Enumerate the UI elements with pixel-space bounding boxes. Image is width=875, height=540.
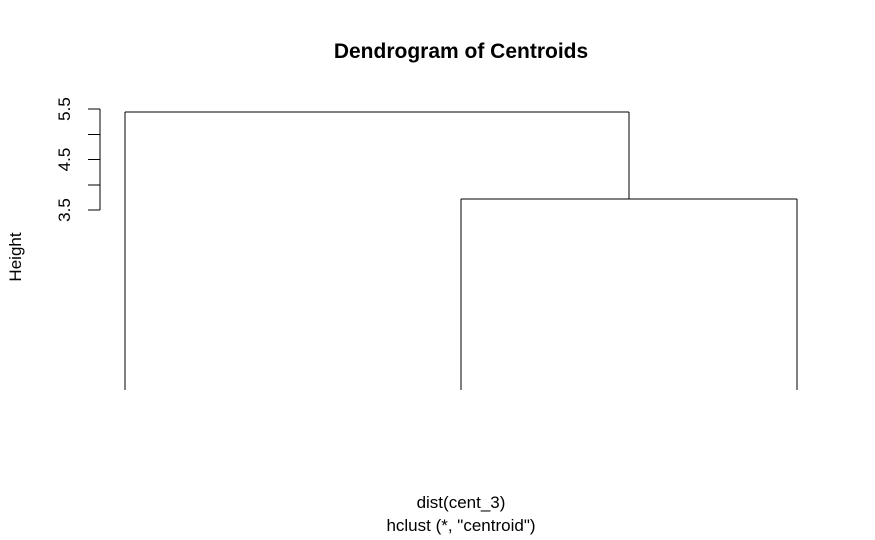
method-sublabel: hclust (*, "centroid") — [386, 516, 535, 535]
y-axis: 3.5 4.5 5.5 — [55, 97, 101, 222]
y-tick-label: 3.5 — [55, 198, 74, 222]
dendrogram-tree — [124, 111, 798, 390]
y-axis-label: Height — [6, 232, 25, 281]
chart-title: Dendrogram of Centroids — [334, 40, 588, 63]
x-axis-label: dist(cent_3) — [417, 493, 506, 512]
y-tick-label: 5.5 — [55, 97, 74, 121]
y-tick-label: 4.5 — [55, 148, 74, 172]
